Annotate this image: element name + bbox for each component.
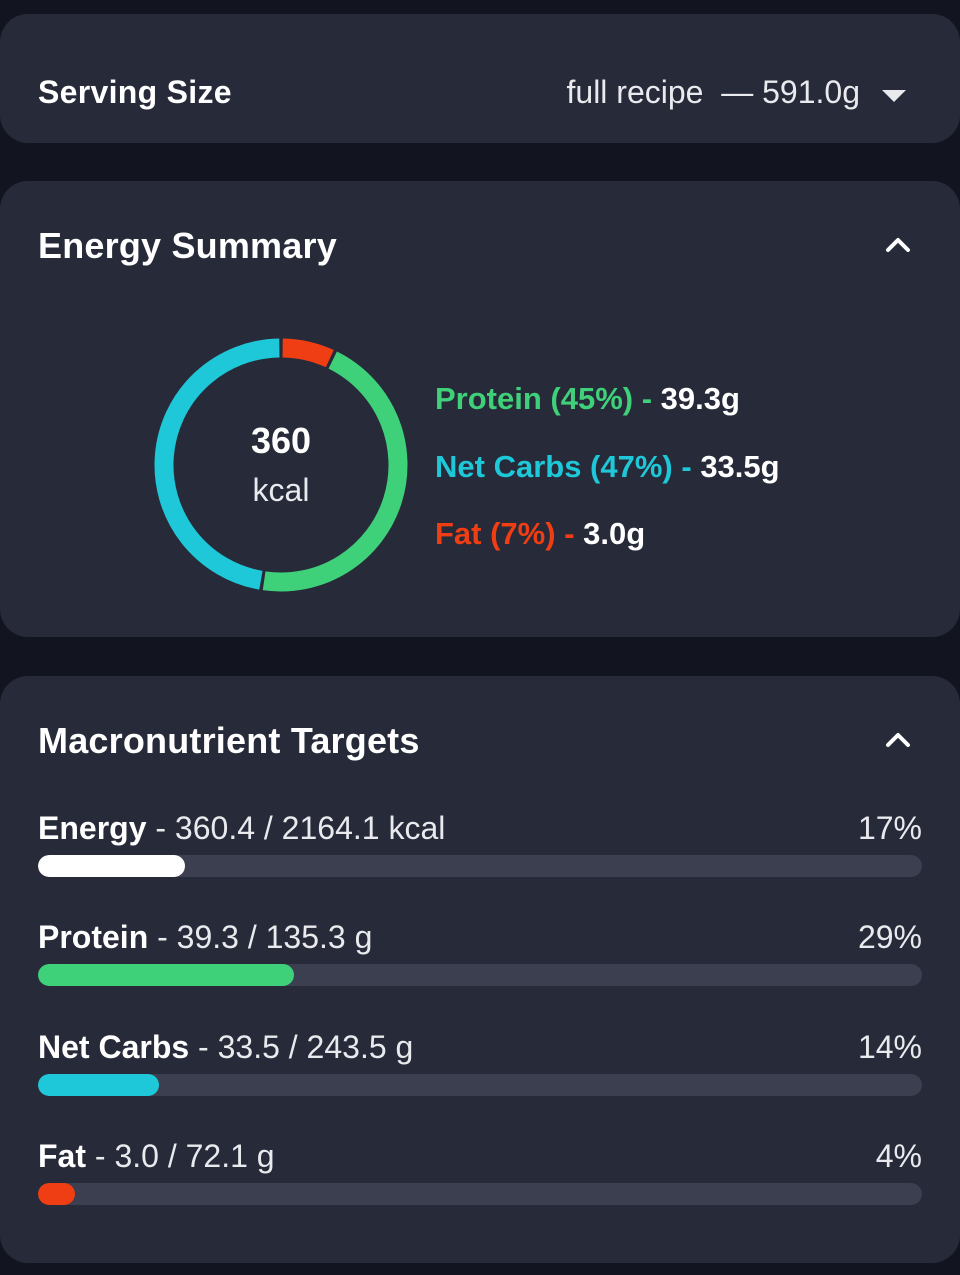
energy-summary-card: Energy Summary 360 kcal Protein (45%) - … [0, 181, 960, 637]
target-energy-detail: - 360.4 / 2164.1 kcal [146, 810, 446, 846]
target-protein-progress-track [38, 964, 922, 986]
legend-net-carbs-separator: - [672, 449, 701, 484]
target-energy-name: Energy [38, 810, 147, 846]
legend-fat-amount: 3.0g [583, 516, 646, 551]
legend-fat: Fat (7%) - 3.0g [435, 516, 645, 552]
target-fat-label: Fat - 3.0 / 72.1 g [38, 1138, 275, 1175]
kcal-unit: kcal [252, 472, 310, 508]
target-row-net-carbs: Net Carbs - 33.5 / 243.5 g 14% [38, 1029, 922, 1119]
donut-segment-net-carbs [154, 338, 280, 590]
macronutrient-targets-title: Macronutrient Targets [38, 720, 420, 761]
caret-down-icon[interactable] [882, 90, 906, 102]
target-protein-percent: 29% [857, 919, 922, 955]
serving-size-value[interactable]: full recipe — 591.0g [566, 74, 861, 110]
target-energy-label: Energy - 360.4 / 2164.1 kcal [38, 810, 445, 847]
target-net-carbs-progress-track [38, 1074, 922, 1096]
target-fat-detail: - 3.0 / 72.1 g [86, 1138, 275, 1174]
chevron-up-icon[interactable] [880, 722, 916, 758]
target-protein-detail: - 39.3 / 135.3 g [148, 919, 373, 955]
target-protein-name: Protein [38, 919, 149, 955]
serving-size-label: Serving Size [38, 74, 232, 110]
target-fat-progress-fill [38, 1183, 76, 1205]
legend-protein: Protein (45%) - 39.3g [435, 381, 740, 417]
target-fat-name: Fat [38, 1138, 86, 1174]
legend-fat-name: Fat (7%) [435, 516, 556, 551]
target-row-energy: Energy - 360.4 / 2164.1 kcal 17% [38, 810, 922, 900]
target-energy-progress-fill [38, 855, 185, 877]
target-net-carbs-name: Net Carbs [38, 1029, 190, 1065]
serving-size-card[interactable]: Serving Size full recipe — 591.0g [0, 14, 960, 143]
target-net-carbs-detail: - 33.5 / 243.5 g [189, 1029, 414, 1065]
legend-net-carbs: Net Carbs (47%) - 33.5g [435, 449, 780, 485]
legend-protein-separator: - [633, 381, 661, 416]
kcal-value: 360 [250, 420, 312, 461]
donut-segment-protein [262, 351, 408, 592]
target-net-carbs-label: Net Carbs - 33.5 / 243.5 g [38, 1029, 413, 1066]
energy-summary-title: Energy Summary [38, 225, 337, 266]
target-fat-progress-track [38, 1183, 922, 1205]
legend-net-carbs-name: Net Carbs (47%) [435, 449, 673, 484]
legend-protein-name: Protein (45%) [435, 381, 634, 416]
chevron-up-icon[interactable] [880, 227, 916, 263]
legend-net-carbs-amount: 33.5g [700, 449, 780, 484]
legend-protein-amount: 39.3g [660, 381, 740, 416]
target-energy-progress-track [38, 855, 922, 877]
target-row-protein: Protein - 39.3 / 135.3 g 29% [38, 919, 922, 1009]
target-row-fat: Fat - 3.0 / 72.1 g 4% [38, 1138, 922, 1228]
legend-fat-separator: - [555, 516, 584, 551]
energy-donut-chart [154, 338, 408, 592]
target-fat-percent: 4% [875, 1138, 922, 1174]
target-net-carbs-progress-fill [38, 1074, 160, 1096]
donut-segment-fat [282, 338, 334, 368]
macronutrient-targets-card: Macronutrient Targets Energy - 360.4 / 2… [0, 676, 960, 1263]
target-protein-progress-fill [38, 964, 295, 986]
target-protein-label: Protein - 39.3 / 135.3 g [38, 919, 372, 956]
target-net-carbs-percent: 14% [857, 1029, 922, 1065]
target-energy-percent: 17% [857, 810, 922, 846]
